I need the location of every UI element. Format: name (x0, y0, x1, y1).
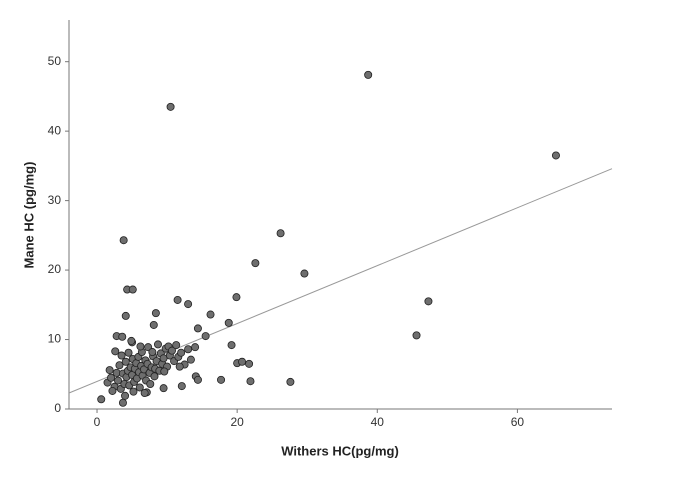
y-tick-label: 20 (48, 262, 62, 276)
point (424, 297, 433, 306)
point (172, 341, 181, 350)
fit-line (68, 168, 613, 394)
point (206, 310, 215, 319)
point (117, 351, 126, 360)
point (139, 365, 148, 374)
x-tick-label: 60 (511, 415, 525, 429)
point (184, 345, 193, 354)
point (149, 320, 158, 329)
point (97, 395, 106, 404)
point (146, 379, 155, 388)
point (177, 382, 186, 391)
x-tick-label: 0 (94, 415, 101, 429)
point (193, 375, 202, 384)
point (238, 357, 247, 366)
point (227, 341, 236, 350)
point (286, 377, 295, 386)
point (107, 373, 116, 382)
point (224, 318, 233, 327)
y-tick-label: 10 (48, 332, 62, 346)
y-tick-label: 0 (54, 401, 61, 415)
point (175, 362, 184, 371)
x-tick-label: 40 (371, 415, 385, 429)
point (159, 384, 168, 393)
x-axis-title: Withers HC(pg/mg) (281, 443, 399, 458)
point (251, 259, 260, 268)
point (148, 348, 157, 357)
point (121, 357, 130, 366)
point (121, 311, 130, 320)
point (364, 70, 373, 79)
point (177, 348, 186, 357)
point (127, 336, 136, 345)
point (153, 340, 162, 349)
point (111, 347, 120, 356)
point (276, 229, 285, 238)
point (114, 376, 123, 385)
point (119, 236, 128, 245)
point (201, 332, 210, 341)
point (124, 348, 133, 357)
y-axis-title: Mane HC (pg/mg) (21, 162, 36, 269)
point (108, 386, 117, 395)
point (121, 391, 130, 400)
y-tick-label: 50 (48, 54, 62, 68)
point (135, 383, 144, 392)
point (166, 102, 175, 111)
point (191, 343, 200, 352)
point (115, 361, 124, 370)
point (193, 324, 202, 333)
point (118, 332, 127, 341)
x-tick-label: 20 (230, 415, 244, 429)
point (300, 269, 309, 278)
point (151, 309, 160, 318)
point (105, 366, 114, 375)
point (245, 359, 254, 368)
point (160, 367, 169, 376)
point (118, 398, 127, 407)
point (412, 331, 421, 340)
point (150, 372, 159, 381)
point (217, 375, 226, 384)
point (186, 355, 195, 364)
point (173, 295, 182, 304)
point (128, 285, 137, 294)
point (129, 387, 138, 396)
point (140, 389, 149, 398)
point (551, 151, 560, 160)
y-tick-label: 40 (48, 123, 62, 137)
point (232, 293, 241, 302)
point (136, 342, 145, 351)
point (184, 300, 193, 309)
point (167, 346, 176, 355)
point (246, 377, 255, 386)
y-tick-label: 30 (48, 193, 62, 207)
